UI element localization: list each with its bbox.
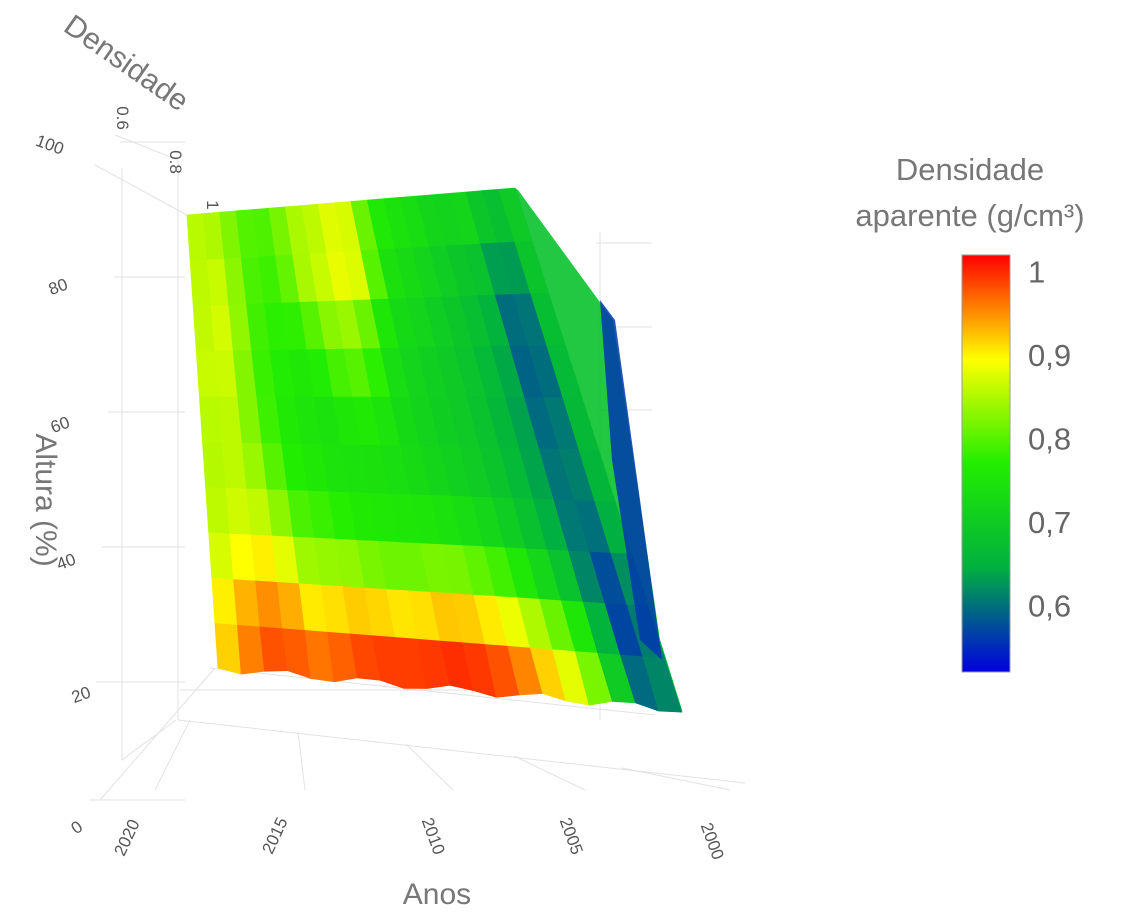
grid-line bbox=[121, 719, 177, 761]
surface-mesh bbox=[186, 187, 683, 713]
grid-line bbox=[94, 164, 188, 216]
density-tick-label: 1 bbox=[203, 200, 222, 209]
density-tick-label: 0.8 bbox=[166, 150, 185, 174]
height-tick-label: 20 bbox=[69, 683, 93, 707]
density-axis-title: Densidade bbox=[58, 9, 194, 118]
year-tick-label: 2020 bbox=[110, 817, 143, 859]
year-tick-label: 2005 bbox=[556, 815, 587, 857]
surface-edge bbox=[515, 188, 682, 713]
year-tick-label: 2000 bbox=[697, 820, 728, 862]
year-tick-label: 2015 bbox=[258, 815, 291, 857]
grid-line bbox=[621, 767, 731, 791]
density-tick-label: 0.6 bbox=[113, 106, 132, 130]
grid-line bbox=[405, 743, 454, 791]
colorbar-tick-label: 0,9 bbox=[1028, 338, 1071, 373]
colorbar-tick-label: 0,8 bbox=[1028, 421, 1071, 456]
grid-line bbox=[99, 667, 216, 801]
colorbar-title-line2: aparente (g/cm³) bbox=[855, 198, 1085, 233]
year-tick-label: 2010 bbox=[418, 815, 449, 857]
grid-line bbox=[177, 719, 746, 784]
height-tick-label: 100 bbox=[33, 131, 66, 159]
surface-low-region bbox=[600, 300, 662, 660]
colorbar-tick-label: 0,6 bbox=[1028, 588, 1071, 623]
colorbar-title-line1: Densidade bbox=[895, 152, 1045, 187]
surface-cell bbox=[214, 622, 242, 675]
colorbar-ticks: 1 0,9 0,8 0,7 0,6 bbox=[1028, 255, 1071, 624]
grid-line bbox=[114, 134, 179, 161]
colorbar: 1 0,9 0,8 0,7 0,6 bbox=[961, 254, 1071, 673]
grid-line bbox=[513, 755, 586, 791]
surface-cell bbox=[211, 577, 238, 625]
grid-line bbox=[297, 731, 306, 791]
grid-line bbox=[209, 667, 656, 716]
colorbar-tick-label: 0,7 bbox=[1028, 505, 1071, 540]
colorbar-tick-label: 1 bbox=[1028, 255, 1045, 290]
years-axis-title: Anos bbox=[403, 878, 471, 911]
grid-line bbox=[154, 719, 191, 791]
height-tick-label: 0 bbox=[68, 817, 87, 838]
colorbar-gradient bbox=[961, 254, 1011, 673]
height-axis-title: Altura (%) bbox=[29, 433, 62, 566]
surface-cell bbox=[208, 531, 235, 580]
height-tick-label: 80 bbox=[46, 275, 70, 299]
